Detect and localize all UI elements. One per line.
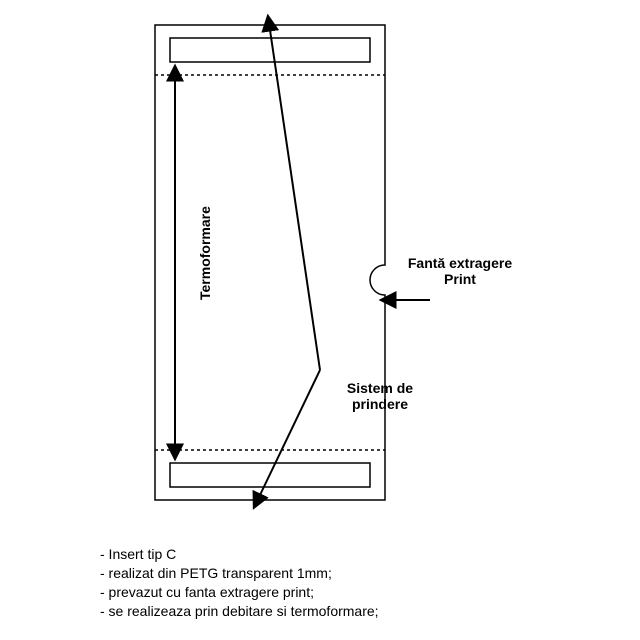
label-sistem-prindere: Sistem de prindere <box>330 380 430 412</box>
technical-diagram <box>0 0 640 640</box>
label-fanta-extragere: Fantă extragere Print <box>395 255 525 287</box>
caption-list: - Insert tip C- realizat din PETG transp… <box>100 545 379 621</box>
label-termoformare: Termoformare <box>197 206 213 300</box>
